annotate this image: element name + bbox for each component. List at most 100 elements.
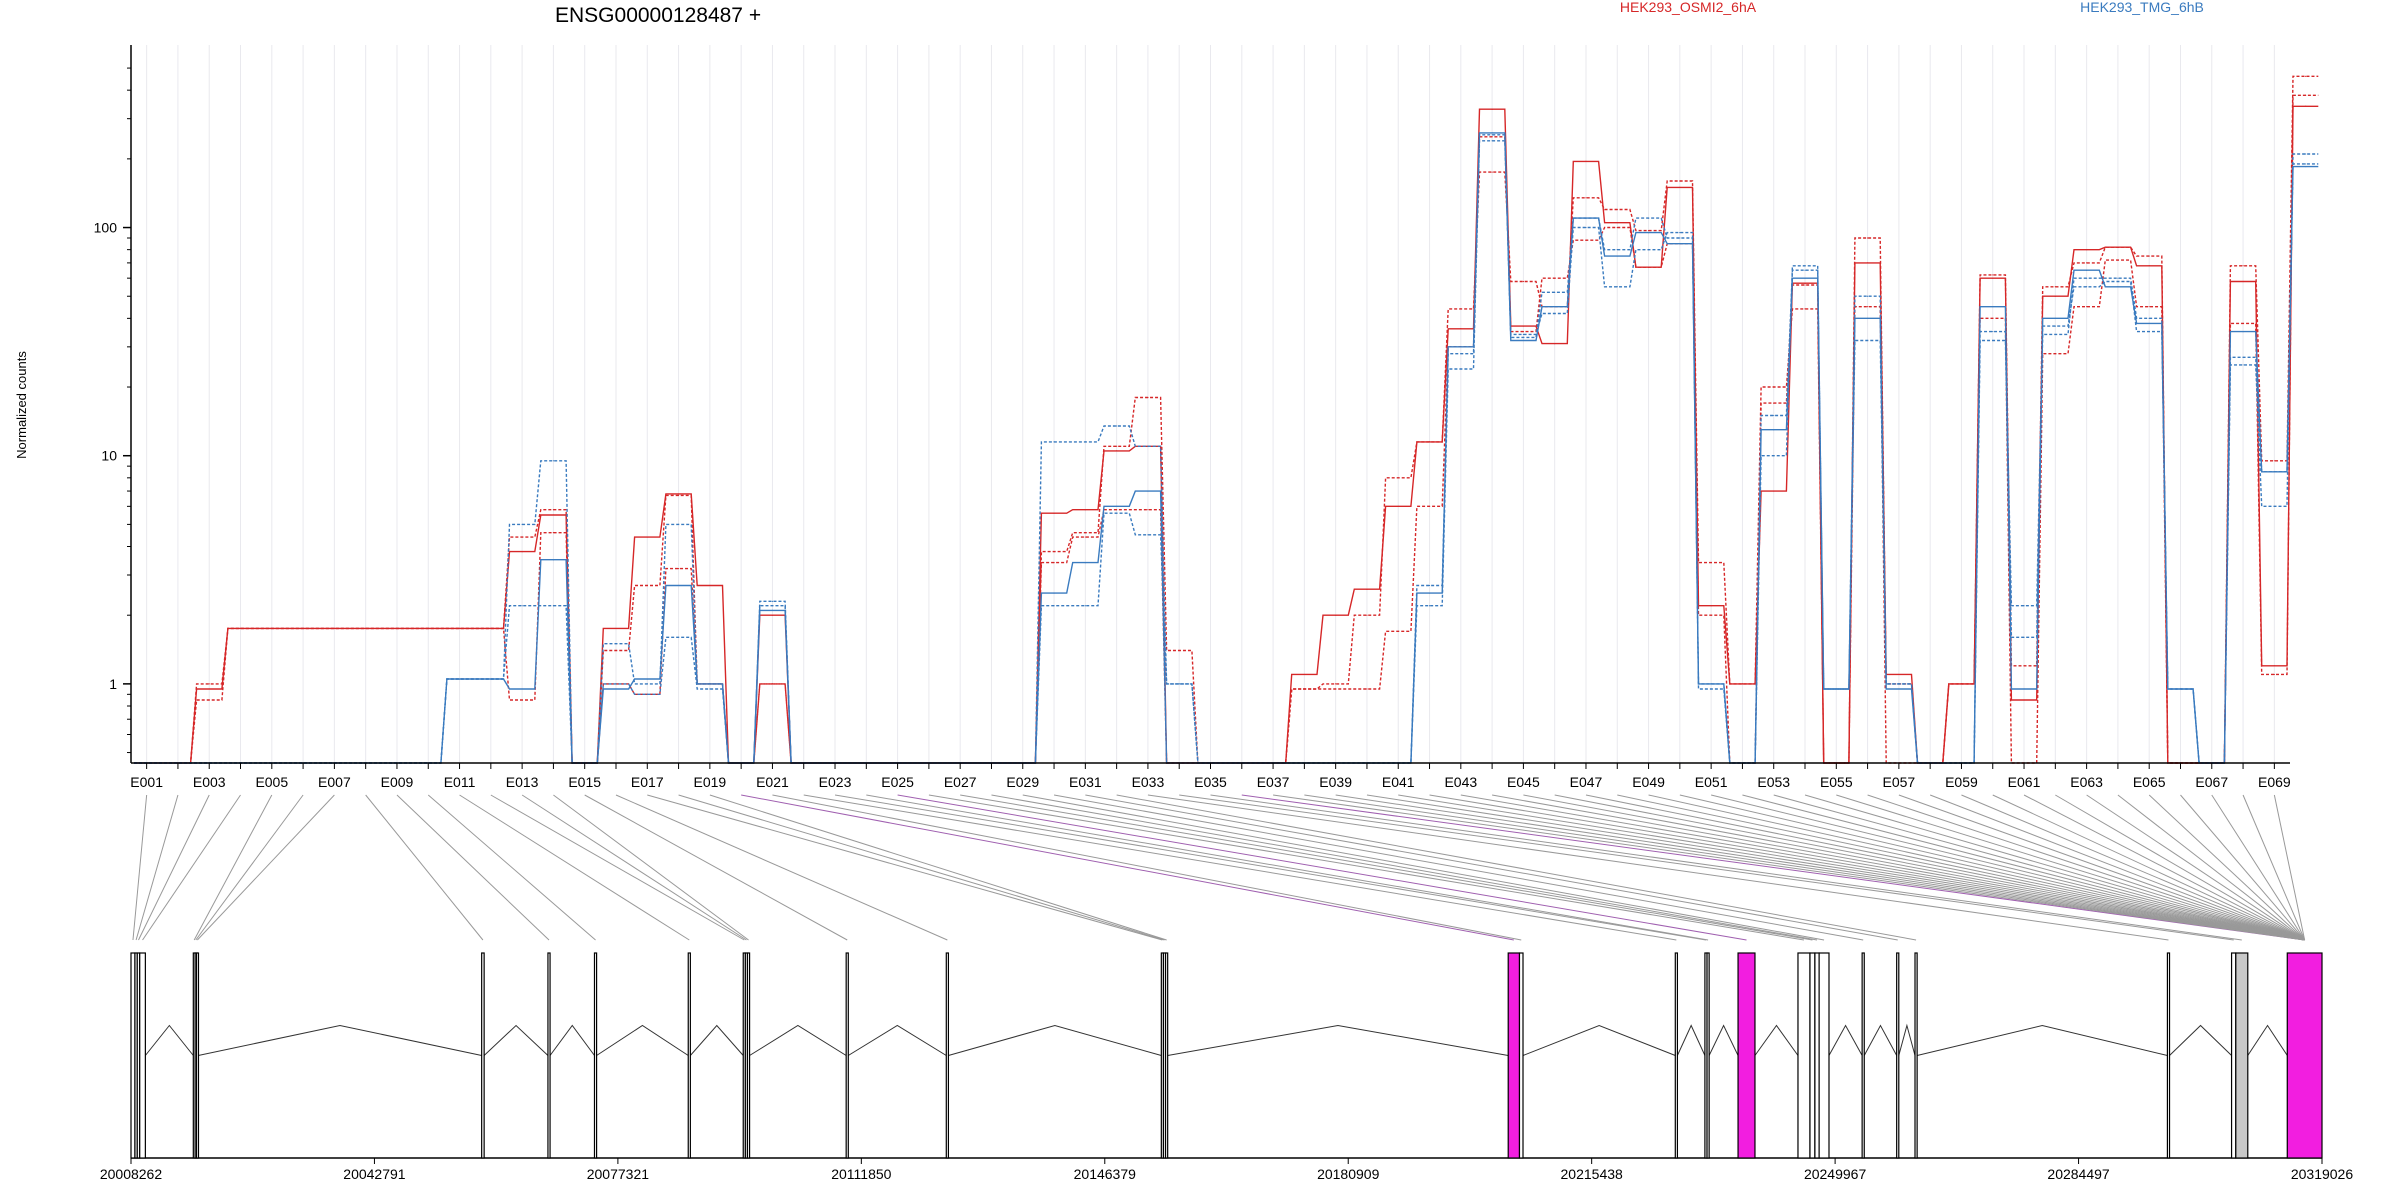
series-a-0: [134, 105, 2319, 764]
axes: 1 10 100: [94, 45, 2290, 764]
exon-connector: [1711, 794, 2305, 941]
x-tick-label: E021: [756, 774, 789, 790]
data-point: [2148, 322, 2150, 325]
data-point: [302, 627, 304, 630]
exon: [1814, 952, 1820, 1159]
exon-connector: [584, 794, 848, 941]
data-point: [1178, 649, 1180, 652]
data-point: [1428, 605, 1431, 607]
exon-connector: [135, 794, 179, 941]
data-point: [1366, 688, 1368, 690]
data-point: [2305, 165, 2307, 168]
data-point: [1522, 280, 1524, 283]
data-point: [1491, 134, 1493, 136]
genome-tick-label: 20111850: [831, 1166, 891, 1182]
data-point: [2086, 306, 2088, 308]
data-point: [1585, 217, 1587, 219]
data-point: [1460, 328, 1462, 330]
intron: [749, 1024, 847, 1056]
data-point: [1178, 683, 1180, 685]
data-point: [1585, 239, 1587, 241]
data-point: [552, 605, 555, 607]
intron: [1828, 1024, 1863, 1056]
exon-connector: [2242, 794, 2306, 941]
x-tick-label: E041: [1382, 774, 1415, 790]
exon-connector: [2148, 794, 2305, 941]
genome-tick-label: 20284497: [2047, 1166, 2110, 1182]
data-point: [1428, 505, 1431, 507]
intron: [144, 1024, 194, 1056]
data-point: [615, 649, 617, 652]
data-point: [1866, 237, 1869, 239]
x-tick-label: E015: [568, 774, 601, 790]
data-point: [521, 523, 523, 525]
data-point: [1992, 339, 1994, 342]
data-point: [1554, 291, 1556, 293]
data-point: [1554, 312, 1556, 315]
intron: [1917, 1024, 2168, 1056]
exon-connector: [1836, 794, 2305, 941]
data-point: [2086, 262, 2088, 264]
series-b-3: [134, 132, 2319, 764]
x-tick-label: E005: [255, 774, 288, 790]
data-point: [1491, 171, 1493, 173]
x-tick-label: E055: [1820, 774, 1853, 790]
genomic-coordinate-labels: 20008262 20042791 20077321 20111850 20146379…: [100, 1158, 2353, 1182]
data-point: [677, 494, 680, 496]
series-a-2: [134, 94, 2319, 764]
x-tick-label: E039: [1319, 774, 1352, 790]
exon-connector: [396, 794, 550, 941]
x-tick-label: E003: [193, 774, 226, 790]
x-tick-label: E011: [444, 774, 476, 790]
exon-connector: [1179, 794, 2234, 941]
exon: [139, 952, 146, 1159]
legend-condition-a: HEK293_OSMI2_6hA: [1620, 0, 1757, 15]
data-point: [1647, 217, 1650, 219]
data-point: [2305, 94, 2307, 96]
data-point: [1773, 429, 1775, 431]
genome-tick-label: 20215438: [1561, 1166, 1624, 1182]
exon-connector: [678, 794, 1165, 941]
data-point: [1679, 237, 1681, 239]
data-point: [2273, 460, 2275, 462]
data-point: [1679, 243, 1681, 245]
x-tick-label: E067: [2195, 774, 2228, 790]
data-point: [490, 678, 492, 680]
exon-connector: [1867, 794, 2305, 941]
exon-connector: [1679, 794, 2305, 941]
data-point: [1710, 562, 1712, 564]
data-point: [771, 600, 774, 602]
x-tick-label: E031: [1069, 774, 1102, 790]
exon-connector: [1022, 794, 1825, 941]
data-point: [1491, 136, 1493, 138]
intron: [848, 1024, 947, 1056]
data-point: [1084, 536, 1086, 538]
data-point: [2273, 665, 2275, 667]
exon-connector: [1053, 794, 1864, 941]
exon-connector: [772, 794, 1522, 941]
data-point: [552, 514, 555, 516]
data-point: [1866, 295, 1869, 297]
data-point: [521, 605, 523, 607]
exon-connector: [365, 794, 484, 941]
data-point: [1303, 673, 1305, 676]
data-point: [1585, 160, 1587, 162]
x-tick-label: E037: [1257, 774, 1290, 790]
data-point: [1460, 308, 1462, 310]
data-point: [646, 693, 648, 695]
data-point: [2023, 636, 2025, 638]
exon-connector: [928, 794, 1805, 941]
data-point: [1585, 226, 1587, 229]
exon-connector: [1460, 794, 2305, 941]
data-point: [1428, 584, 1431, 587]
chart-title: ENSG00000128487 +: [555, 4, 761, 27]
data-point: [1992, 274, 1994, 276]
data-point: [646, 584, 648, 587]
data-point: [1116, 512, 1118, 514]
x-tick-label: E019: [694, 774, 727, 790]
data-point: [1585, 197, 1587, 199]
data-point: [2086, 269, 2088, 271]
data-point: [1366, 614, 1368, 616]
exon-connector: [1147, 794, 2169, 941]
data-point: [2242, 322, 2244, 325]
